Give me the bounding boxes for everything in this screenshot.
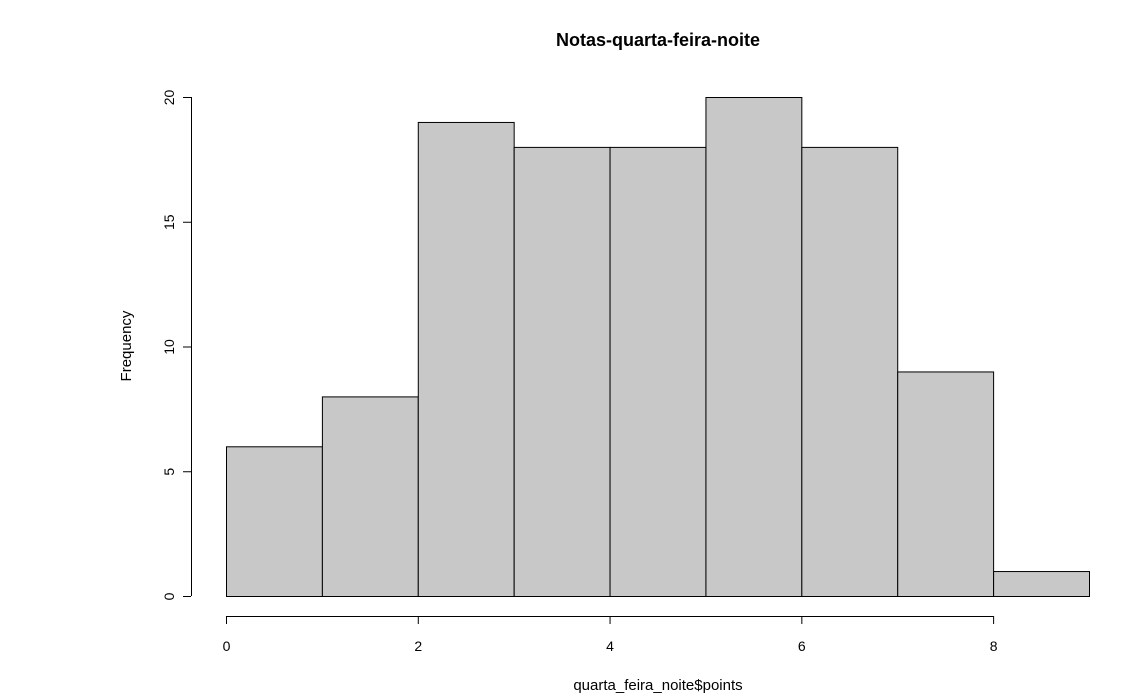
x-tick-label: 4 bbox=[606, 638, 614, 654]
y-axis: 0 5 10 15 20 bbox=[161, 90, 192, 600]
histogram-bar bbox=[321, 396, 419, 597]
histogram-bar bbox=[897, 371, 995, 598]
y-axis-label: Frequency bbox=[118, 310, 135, 381]
y-tick-label: 0 bbox=[161, 592, 177, 600]
x-axis: 0 2 4 6 8 bbox=[223, 616, 998, 654]
y-tick-label: 15 bbox=[161, 214, 177, 230]
histogram-bar bbox=[513, 146, 611, 597]
y-tick-label: 20 bbox=[161, 90, 177, 106]
x-axis-label: quarta_feira_noite$points bbox=[573, 677, 742, 693]
y-tick-label: 5 bbox=[161, 468, 177, 476]
bars-group bbox=[226, 97, 1090, 598]
x-tick-label: 6 bbox=[798, 638, 806, 654]
chart-title: Notas-quarta-feira-noite bbox=[556, 30, 760, 50]
x-tick-label: 0 bbox=[223, 638, 231, 654]
histogram-bar bbox=[417, 121, 515, 597]
histogram-bar bbox=[705, 97, 803, 597]
histogram-bar bbox=[226, 446, 323, 597]
x-tick-label: 8 bbox=[990, 638, 998, 654]
x-tick-label: 2 bbox=[414, 638, 422, 654]
histogram-bar bbox=[993, 571, 1090, 597]
histogram-bar bbox=[609, 146, 707, 597]
histogram-bar bbox=[801, 146, 899, 597]
y-tick-label: 10 bbox=[161, 339, 177, 355]
